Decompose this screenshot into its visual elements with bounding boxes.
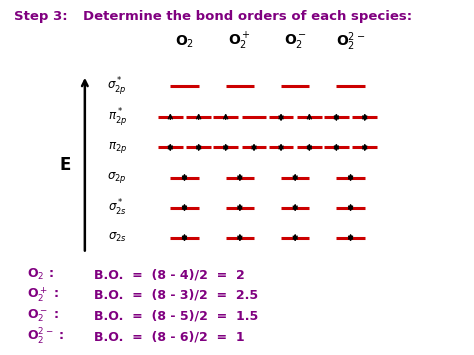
Text: O$_2^+$: O$_2^+$ <box>228 31 251 52</box>
Text: $\sigma_{2p}$: $\sigma_{2p}$ <box>108 170 127 185</box>
Text: E: E <box>59 156 71 174</box>
Text: $\sigma_{2p}^*$: $\sigma_{2p}^*$ <box>108 75 127 97</box>
Text: B.O.  =  (8 - 4)/2  =  2: B.O. = (8 - 4)/2 = 2 <box>94 268 245 281</box>
Text: O$_2$ :: O$_2$ : <box>27 267 54 282</box>
Text: O$_2^+$ :: O$_2^+$ : <box>27 285 59 304</box>
Text: $\sigma_{2s}$: $\sigma_{2s}$ <box>108 231 127 244</box>
Text: $\pi_{2p}^*$: $\pi_{2p}^*$ <box>108 106 127 129</box>
Text: B.O.  =  (8 - 5)/2  =  1.5: B.O. = (8 - 5)/2 = 1.5 <box>94 310 258 323</box>
Text: Determine the bond orders of each species:: Determine the bond orders of each specie… <box>82 10 412 22</box>
Text: O$_2^-$: O$_2^-$ <box>284 32 307 50</box>
Text: O$_2$: O$_2$ <box>175 33 194 50</box>
Text: O$_2^-$ :: O$_2^-$ : <box>27 308 59 324</box>
Text: Step 3:: Step 3: <box>14 10 68 22</box>
Text: O$_2^{2-}$ :: O$_2^{2-}$ : <box>27 327 64 348</box>
Text: O$_2^{2-}$: O$_2^{2-}$ <box>336 30 365 53</box>
Text: B.O.  =  (8 - 6)/2  =  1: B.O. = (8 - 6)/2 = 1 <box>94 331 244 344</box>
Text: B.O.  =  (8 - 3)/2  =  2.5: B.O. = (8 - 3)/2 = 2.5 <box>94 288 258 301</box>
Text: $\sigma_{2s}^*$: $\sigma_{2s}^*$ <box>108 197 127 218</box>
Text: $\pi_{2p}$: $\pi_{2p}$ <box>108 140 127 155</box>
